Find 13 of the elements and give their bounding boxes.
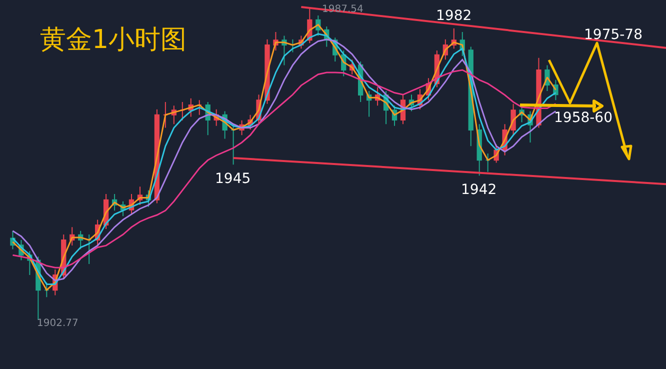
candlestick: [162, 102, 168, 128]
candlestick: [230, 124, 236, 166]
annotation: 1958-60: [554, 110, 612, 126]
annotation: 1975-78: [584, 27, 642, 43]
text: 黄金1小时图: [40, 24, 187, 55]
annotation: 1902.77: [37, 318, 78, 329]
annotation: 1945: [215, 171, 251, 187]
candlestick: [196, 100, 202, 116]
annotation: 1942: [461, 182, 497, 198]
annotation: 1982: [436, 8, 472, 24]
candlestick: [86, 234, 92, 264]
candlestick: [44, 282, 50, 298]
candlestick: [485, 153, 490, 172]
